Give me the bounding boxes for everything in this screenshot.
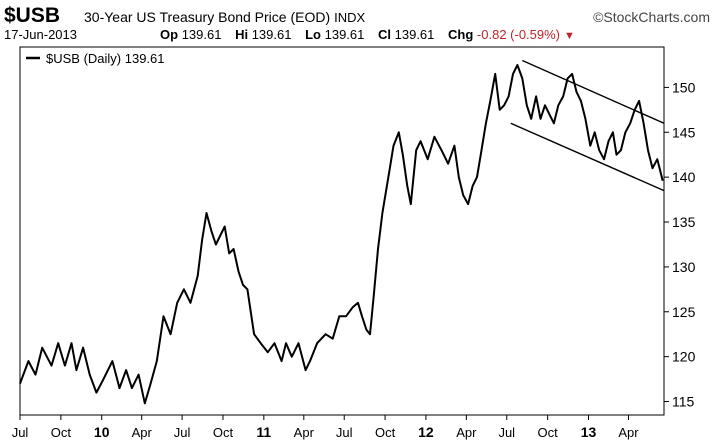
- x-tick-label: Jul: [12, 425, 29, 440]
- change-value: -0.82 (-0.59%): [476, 27, 561, 42]
- y-tick-label: 150: [672, 79, 696, 95]
- x-tick-label: Jul: [174, 425, 191, 440]
- x-tick-label: Oct: [51, 425, 72, 440]
- x-tick-label: Apr: [618, 425, 639, 440]
- y-tick-label: 135: [672, 214, 696, 230]
- price-line-usb: [19, 64, 664, 405]
- trend-line: [510, 122, 665, 192]
- exchange-label: INDX: [334, 10, 366, 25]
- x-tick-label: Oct: [538, 425, 559, 440]
- y-tick-label: 125: [672, 304, 696, 320]
- down-arrow-icon: ▼: [564, 30, 575, 42]
- x-tick-label: Jul: [336, 425, 353, 440]
- high-value: 139.61: [251, 27, 292, 42]
- x-axis: Jul Oct 10 Apr Jul Oct 11 Apr Jul Oct 12 Apr Jul Oct 1…: [12, 415, 639, 440]
- x-tick-year-label: 12: [418, 424, 434, 440]
- open-label: Op: [160, 27, 179, 42]
- legend-label: $USB (Daily) 139.61: [46, 51, 165, 66]
- plot-frame: [19, 46, 665, 416]
- trend-line: [522, 59, 665, 124]
- y-axis: 115 120 125 130 135 140 145 150: [664, 79, 696, 410]
- x-tick-label: Apr: [132, 425, 153, 440]
- x-tick-label: Apr: [294, 425, 315, 440]
- quote-date: 17-Jun-2013: [4, 27, 77, 42]
- x-tick-label: Oct: [213, 425, 234, 440]
- ohlc-readout: Op 139.61 Hi 139.61 Lo 139.61 Cl 139.61 …: [160, 27, 575, 42]
- x-tick-label: Jul: [498, 425, 515, 440]
- y-tick-label: 120: [672, 349, 696, 365]
- y-tick-label: 145: [672, 124, 696, 140]
- change-label: Chg: [448, 27, 474, 42]
- y-tick-label: 130: [672, 259, 696, 275]
- close-value: 139.61: [394, 27, 435, 42]
- x-tick-year-label: 11: [256, 424, 271, 440]
- low-label: Lo: [305, 27, 321, 42]
- close-label: Cl: [378, 27, 391, 42]
- high-label: Hi: [235, 27, 249, 42]
- x-tick-label: Apr: [456, 425, 477, 440]
- y-tick-label: 115: [672, 394, 695, 410]
- chart-title: 30-Year US Treasury Bond Price (EOD) INDX: [84, 9, 365, 25]
- quote-bar: 17-Jun-2013 Op 139.61 Hi 139.61 Lo 139.6…: [0, 27, 720, 43]
- y-tick-label: 140: [672, 169, 696, 185]
- x-tick-label: Oct: [375, 425, 396, 440]
- ticker-symbol: $USB: [4, 4, 61, 27]
- low-value: 139.61: [324, 27, 365, 42]
- x-tick-year-label: 10: [94, 424, 110, 440]
- trend-lines: [510, 59, 665, 192]
- open-value: 139.61: [181, 27, 222, 42]
- x-tick-year-label: 13: [581, 424, 597, 440]
- stockcharts-logo: ©StockCharts.com: [593, 9, 710, 25]
- chart-title-text: 30-Year US Treasury Bond Price (EOD): [84, 9, 331, 25]
- chart-header: $USB 30-Year US Treasury Bond Price (EOD…: [0, 4, 720, 27]
